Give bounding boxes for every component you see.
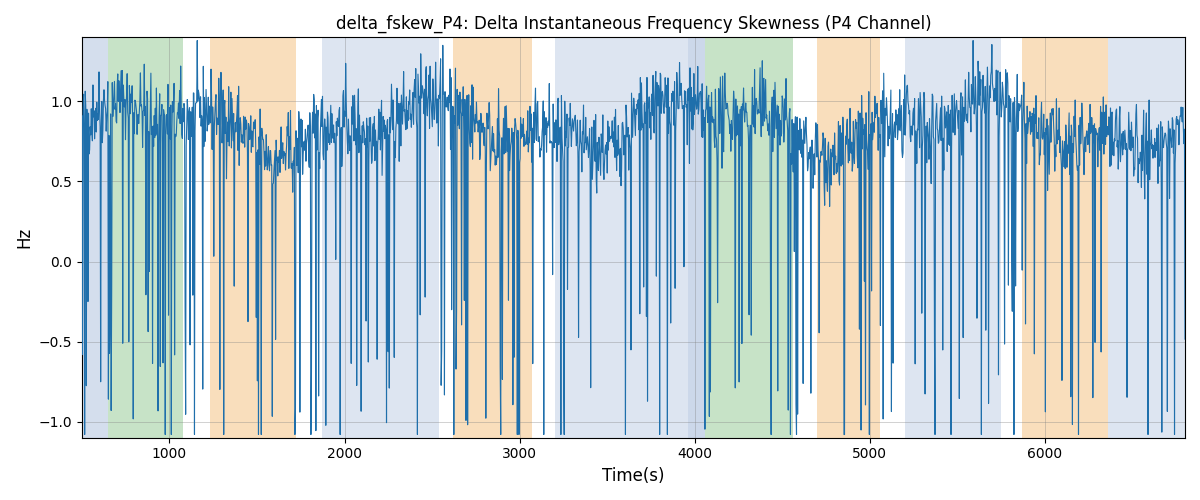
- Title: delta_fskew_P4: Delta Instantaneous Frequency Skewness (P4 Channel): delta_fskew_P4: Delta Instantaneous Freq…: [336, 15, 931, 34]
- Bar: [108, 38, 184, 438]
- Bar: [1108, 38, 1184, 438]
- Bar: [454, 38, 532, 438]
- Bar: [688, 38, 706, 438]
- Bar: [817, 38, 881, 438]
- X-axis label: Time(s): Time(s): [602, 467, 665, 485]
- Y-axis label: Hz: Hz: [14, 227, 32, 248]
- Bar: [82, 38, 108, 438]
- Bar: [210, 38, 295, 438]
- Bar: [554, 38, 688, 438]
- Bar: [706, 38, 793, 438]
- Bar: [905, 38, 1001, 438]
- Bar: [322, 38, 439, 438]
- Bar: [1022, 38, 1108, 438]
